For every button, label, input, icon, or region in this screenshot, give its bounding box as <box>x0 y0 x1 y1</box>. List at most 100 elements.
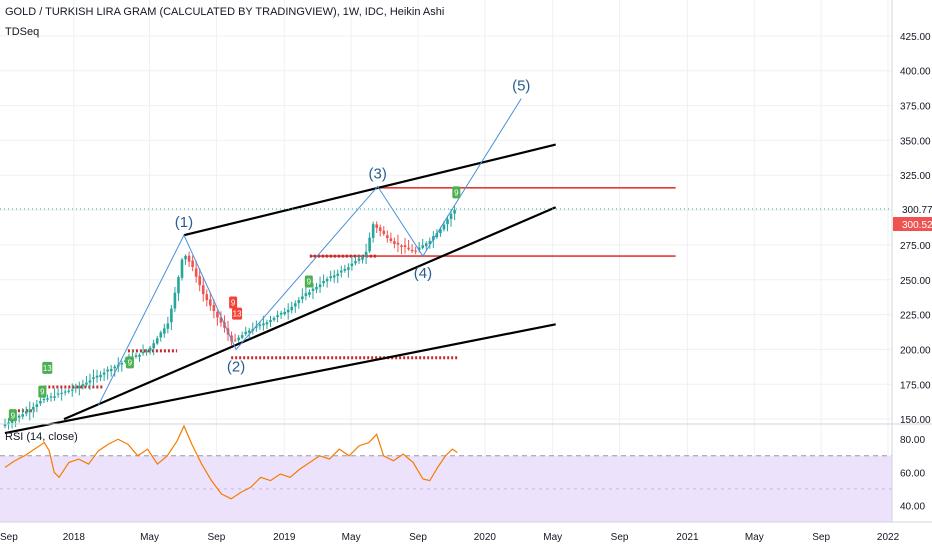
candle-body[interactable] <box>141 351 145 354</box>
candle-body[interactable] <box>361 257 364 260</box>
candlesticks[interactable] <box>3 205 456 430</box>
candle-body[interactable] <box>28 409 32 413</box>
candle-body[interactable] <box>155 338 159 344</box>
candle-body[interactable] <box>311 288 315 291</box>
candle-body[interactable] <box>209 299 212 306</box>
candle-body[interactable] <box>442 224 446 230</box>
candle-body[interactable] <box>424 243 428 247</box>
candle-body[interactable] <box>258 324 262 327</box>
candle-body[interactable] <box>340 270 343 273</box>
candle-body[interactable] <box>60 392 63 394</box>
candle-body[interactable] <box>393 241 396 244</box>
candle-body[interactable] <box>329 276 332 279</box>
candle-body[interactable] <box>396 242 400 245</box>
candle-body[interactable] <box>382 230 386 234</box>
candle-body[interactable] <box>106 369 109 372</box>
candle-body[interactable] <box>407 247 410 250</box>
candle-body[interactable] <box>102 372 106 375</box>
candle-body[interactable] <box>21 414 24 417</box>
candle-body[interactable] <box>421 245 425 248</box>
candle-body[interactable] <box>428 240 432 244</box>
candle-body[interactable] <box>410 249 414 252</box>
candle-body[interactable] <box>95 375 99 378</box>
candle-body[interactable] <box>301 296 304 300</box>
candle-body[interactable] <box>237 337 240 341</box>
candle-body[interactable] <box>88 380 92 383</box>
candle-body[interactable] <box>85 382 88 385</box>
candle-body[interactable] <box>24 411 28 414</box>
candle-body[interactable] <box>152 343 155 349</box>
candle-body[interactable] <box>191 260 194 267</box>
candle-body[interactable] <box>216 312 219 318</box>
candle-body[interactable] <box>92 377 95 380</box>
candle-body[interactable] <box>322 280 325 284</box>
candle-body[interactable] <box>120 362 124 365</box>
candle-body[interactable] <box>255 326 258 328</box>
candle-body[interactable] <box>318 284 322 288</box>
candle-body[interactable] <box>283 311 286 315</box>
candle-body[interactable] <box>49 396 53 398</box>
candle-body[interactable] <box>46 398 49 400</box>
candle-body[interactable] <box>74 387 78 389</box>
candle-body[interactable] <box>386 235 389 239</box>
candle-body[interactable] <box>364 251 368 257</box>
candle-body[interactable] <box>439 229 442 234</box>
candle-body[interactable] <box>166 323 170 329</box>
candle-body[interactable] <box>290 306 294 311</box>
candle-body[interactable] <box>198 276 201 286</box>
candle-body[interactable] <box>357 258 361 261</box>
candle-body[interactable] <box>297 300 301 304</box>
candle-body[interactable] <box>78 386 81 389</box>
candle-body[interactable] <box>138 354 141 357</box>
candle-body[interactable] <box>417 247 421 250</box>
candle-body[interactable] <box>315 286 318 290</box>
candle-body[interactable] <box>449 214 453 220</box>
candle-body[interactable] <box>63 391 67 393</box>
candle-body[interactable] <box>70 389 74 391</box>
candle-body[interactable] <box>286 309 290 313</box>
candle-body[interactable] <box>432 236 435 241</box>
candle-body[interactable] <box>233 339 237 341</box>
candle-body[interactable] <box>368 237 371 252</box>
candle-body[interactable] <box>32 406 35 410</box>
candle-body[interactable] <box>343 268 347 271</box>
candle-body[interactable] <box>177 277 180 294</box>
candle-body[interactable] <box>81 384 85 387</box>
candle-body[interactable] <box>184 255 187 260</box>
candle-body[interactable] <box>99 374 102 378</box>
candle-body[interactable] <box>148 347 152 351</box>
candle-body[interactable] <box>269 319 272 323</box>
candle-body[interactable] <box>375 224 378 228</box>
candle-body[interactable] <box>446 219 449 225</box>
candle-body[interactable] <box>212 304 216 312</box>
candle-body[interactable] <box>163 328 166 334</box>
candle-body[interactable] <box>173 292 177 309</box>
candle-body[interactable] <box>453 209 456 214</box>
candle-body[interactable] <box>240 335 244 338</box>
candle-body[interactable] <box>293 303 297 307</box>
candle-body[interactable] <box>262 323 265 326</box>
candle-body[interactable] <box>170 308 173 323</box>
candle-body[interactable] <box>414 250 417 252</box>
candle-body[interactable] <box>272 317 276 320</box>
candle-body[interactable] <box>371 224 375 238</box>
candle-body[interactable] <box>336 273 340 276</box>
candle-body[interactable] <box>279 312 283 315</box>
candle-body[interactable] <box>42 398 46 401</box>
candle-body[interactable] <box>159 332 163 338</box>
candle-body[interactable] <box>400 245 403 247</box>
candle-body[interactable] <box>354 261 357 264</box>
candle-body[interactable] <box>124 360 127 363</box>
candle-body[interactable] <box>325 278 329 282</box>
candle-body[interactable] <box>265 322 269 325</box>
candle-body[interactable] <box>276 315 279 318</box>
candle-body[interactable] <box>10 420 14 423</box>
candle-body[interactable] <box>109 368 113 372</box>
candle-body[interactable] <box>145 350 148 353</box>
candle-body[interactable] <box>308 292 311 295</box>
candle-body[interactable] <box>435 233 439 238</box>
candle-body[interactable] <box>56 393 60 395</box>
candle-body[interactable] <box>347 267 350 270</box>
candle-body[interactable] <box>39 400 42 404</box>
